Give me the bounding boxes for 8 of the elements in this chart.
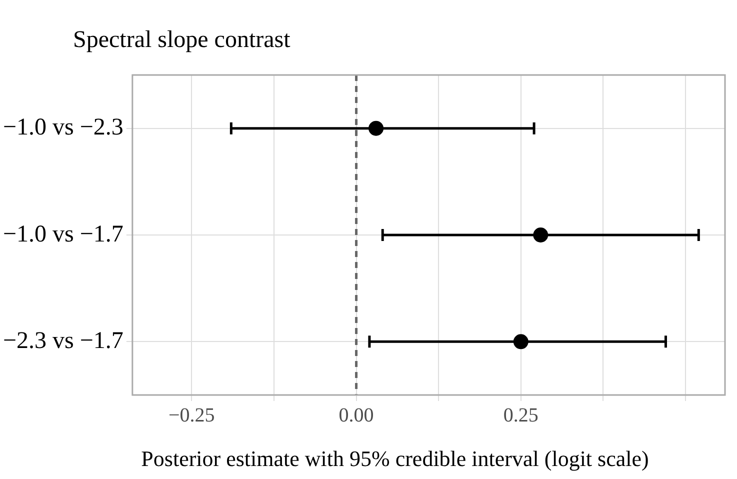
y-tick-label: −1.0 vs −2.3: [2, 114, 124, 141]
y-tick-label: −2.3 vs −1.7: [2, 328, 124, 354]
y-tick-label: −1.0 vs −1.7: [2, 221, 124, 248]
x-tick-label: −0.25: [168, 404, 215, 426]
x-axis-title: Posterior estimate with 95% credible interval (logit scale): [141, 446, 649, 471]
x-tick-label: 0.00: [338, 404, 374, 426]
x-tick-label: 0.25: [503, 404, 538, 426]
chart-title: Spectral slope contrast: [73, 27, 291, 53]
